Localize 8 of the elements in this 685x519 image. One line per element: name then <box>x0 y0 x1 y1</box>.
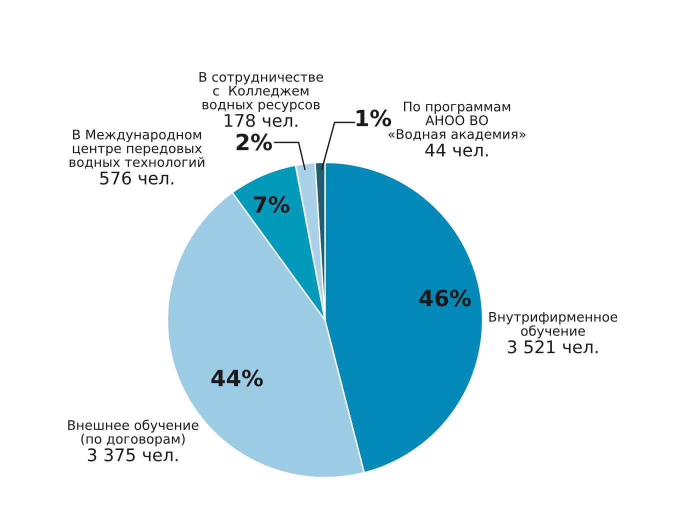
slice-label: Внутрифирменное обучение 3 521 чел. <box>489 312 618 354</box>
slice-label: В сотрудничестве с Колледжем водных ресурсов 178 чел. <box>200 72 324 128</box>
data-label: 7% <box>254 196 290 213</box>
slice-label: В Международном центре передовых водных технологий 576 чел. <box>70 130 204 185</box>
data-label: 44% <box>211 370 263 386</box>
data-label: 46% <box>419 290 471 306</box>
data-label: 2% <box>236 134 272 150</box>
slice-label: Внешнее обучение (по договорам) 3 375 чел. <box>68 420 198 462</box>
